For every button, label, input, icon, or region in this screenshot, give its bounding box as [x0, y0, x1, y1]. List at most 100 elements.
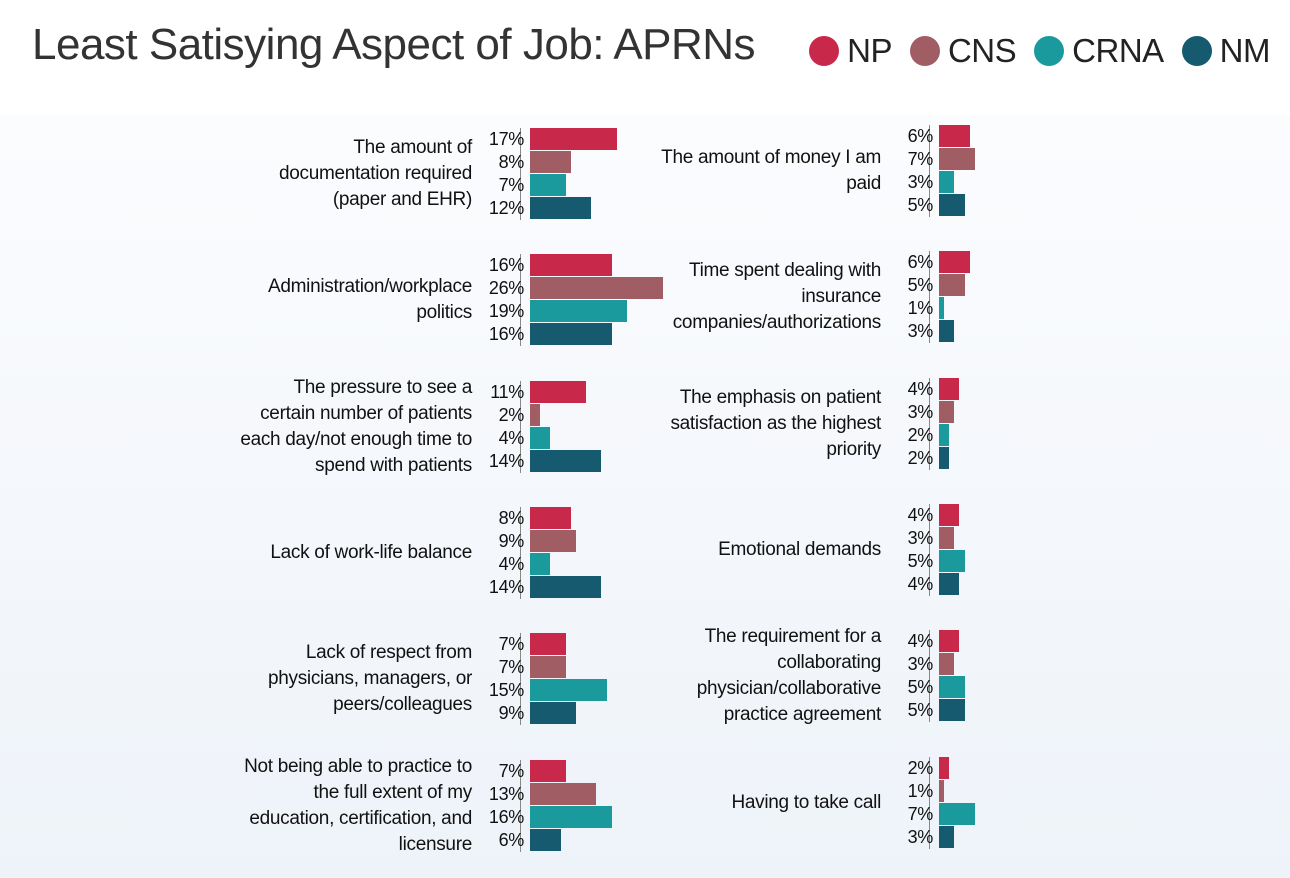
legend-item: CRNA [1034, 32, 1164, 70]
legend-label: CNS [947, 32, 1017, 69]
value-label: 4% [498, 427, 525, 448]
bar [939, 423, 950, 446]
category-label: Having to take call [731, 791, 881, 813]
value-label: 9% [498, 703, 525, 724]
divider [520, 254, 521, 347]
bar [939, 446, 950, 469]
value-label: 13% [488, 783, 524, 804]
value-label: 5% [907, 275, 934, 296]
bar [530, 506, 571, 529]
category-label: Lack of respect from physicians, manager… [267, 642, 472, 716]
legend-label: NP [847, 32, 892, 69]
value-label: 19% [488, 301, 524, 322]
divider [520, 759, 521, 852]
bar [530, 449, 602, 472]
bar [530, 759, 566, 782]
bar [939, 503, 960, 526]
bar [939, 699, 965, 722]
value-label: 26% [488, 278, 524, 299]
bar [939, 526, 955, 549]
category-label: Lack of work-life balance [270, 541, 472, 563]
bar [530, 656, 566, 679]
bar [939, 630, 960, 653]
bar [530, 782, 597, 805]
bar [939, 676, 965, 699]
value-label: 15% [488, 680, 524, 701]
bar [530, 197, 592, 219]
value-label: 3% [907, 527, 934, 548]
value-label: 16% [488, 255, 524, 276]
value-label: 9% [498, 530, 525, 551]
category-label: Not being able to practice to the full e… [244, 755, 472, 855]
value-label: 5% [907, 677, 934, 698]
category-label: The requirement for a collaborating phys… [696, 626, 882, 726]
bar [530, 128, 617, 150]
category-label: Time spent dealing with insurance compan… [672, 260, 882, 334]
chart-title: Least Satisying Aspect of Job: APRNs [32, 20, 756, 69]
divider [929, 756, 930, 849]
value-label: 4% [907, 378, 934, 399]
value-label: 4% [907, 631, 934, 652]
value-label: 3% [907, 172, 934, 192]
value-label: 4% [498, 553, 525, 574]
category-label: The amount of documentation required (pa… [278, 137, 472, 210]
value-label: 4% [907, 504, 934, 525]
value-label: 6% [907, 126, 934, 146]
bar [530, 828, 561, 851]
background [0, 115, 1290, 878]
legend-swatch [1034, 36, 1065, 66]
bar [530, 426, 551, 449]
value-label: 7% [907, 149, 934, 169]
bar [939, 194, 965, 216]
bar [530, 174, 566, 196]
bar [939, 125, 970, 147]
divider [929, 377, 930, 470]
bar [939, 377, 960, 400]
value-label: 7% [907, 803, 934, 824]
divider [929, 503, 930, 596]
legend-label: CRNA [1072, 32, 1164, 69]
bar [939, 320, 955, 343]
divider [520, 506, 521, 599]
bar [530, 633, 566, 656]
value-label: 2% [907, 424, 934, 445]
divider [929, 125, 930, 217]
bar [530, 403, 541, 426]
bar [939, 400, 955, 423]
value-label: 1% [907, 780, 934, 801]
bar [939, 653, 955, 676]
category-label: Administration/workplace politics [268, 276, 472, 324]
bar [530, 300, 627, 323]
bar [939, 572, 960, 595]
bar [530, 323, 612, 346]
bar [530, 552, 551, 575]
value-label: 4% [907, 573, 934, 594]
divider [520, 380, 521, 473]
bar [939, 802, 975, 825]
category-label: The emphasis on patient satisfaction as … [670, 386, 881, 460]
value-label: 5% [907, 550, 934, 571]
bar [939, 297, 945, 320]
bar [939, 549, 965, 572]
value-label: 3% [907, 826, 934, 847]
value-label: 5% [907, 700, 934, 721]
legend-item: NP [809, 32, 892, 70]
bar [530, 805, 612, 828]
value-label: 8% [498, 507, 525, 528]
bar [939, 148, 975, 170]
bar [530, 151, 571, 173]
value-label: 2% [498, 404, 525, 425]
value-label: 14% [488, 450, 524, 471]
value-label: 7% [498, 760, 525, 781]
bar [939, 825, 955, 848]
bar [939, 274, 965, 297]
value-label: 16% [488, 806, 524, 827]
divider [929, 251, 930, 344]
category-label: The amount of money I am paid [661, 147, 881, 194]
legend: NP CNS CRNA NM [791, 32, 1271, 70]
category-label: Emotional demands [718, 538, 881, 560]
bar [530, 254, 612, 277]
legend-swatch [1181, 36, 1212, 66]
legend-label: NM [1219, 32, 1271, 69]
